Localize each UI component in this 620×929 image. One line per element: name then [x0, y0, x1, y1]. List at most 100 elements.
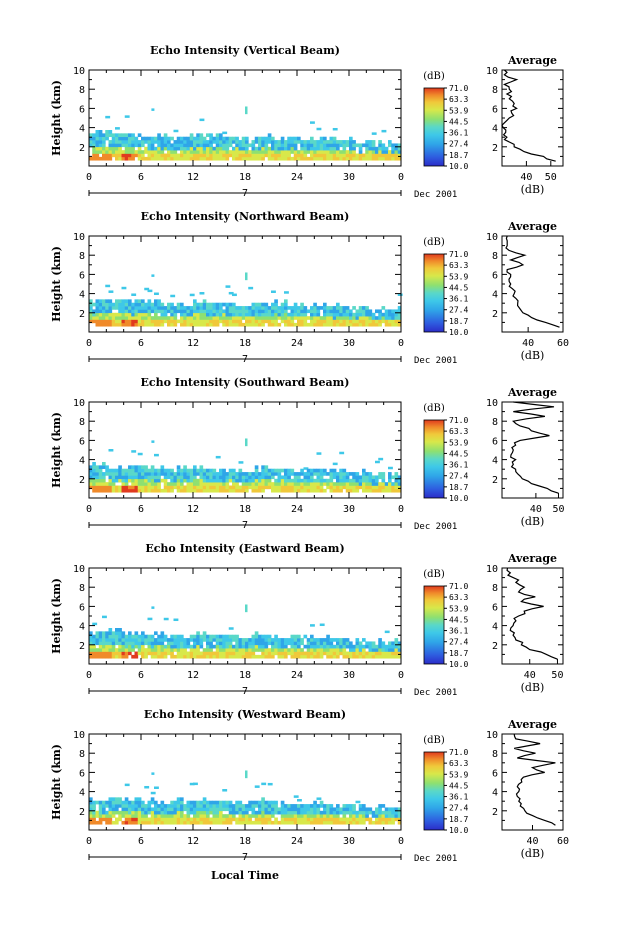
heatmap-cell	[235, 322, 239, 327]
heatmap-cell	[274, 322, 278, 327]
heatmap-cell	[180, 322, 184, 327]
heatmap-cell	[306, 146, 311, 151]
heatmap-cell	[108, 316, 113, 320]
heatmap-cell	[238, 306, 243, 310]
heatmap-cell	[306, 814, 311, 818]
heatmap-cell	[209, 804, 213, 808]
heatmap-cell	[345, 153, 350, 158]
heatmap-cell	[394, 810, 399, 815]
heatmap-cell	[118, 153, 122, 158]
heatmap-cell	[284, 820, 288, 825]
heatmap-cell	[222, 472, 226, 476]
heatmap-cell	[258, 634, 262, 639]
heatmap-cell	[235, 488, 239, 493]
heatmap-cell	[245, 475, 249, 480]
heatmap-cell	[154, 810, 158, 815]
heatmap-cell	[235, 817, 239, 822]
heatmap-cell	[92, 312, 96, 317]
heatmap-cell	[235, 306, 239, 310]
heatmap-cell	[180, 820, 184, 825]
heatmap-cell	[167, 319, 171, 324]
heatmap-cell	[98, 140, 103, 144]
heatmap-cell	[212, 807, 217, 812]
colorbar-tick-label: 71.0	[449, 84, 468, 93]
heatmap-cell	[232, 488, 236, 493]
heatmap-cell	[212, 146, 217, 151]
heatmap-cell	[277, 306, 282, 310]
heatmap-cell	[157, 153, 161, 158]
heatmap-cell	[111, 648, 116, 652]
heatmap-cell	[137, 800, 142, 805]
heatmap-cell	[271, 641, 275, 646]
heatmap-cell	[329, 814, 334, 818]
heatmap-cell	[342, 153, 347, 158]
heatmap-cell	[108, 488, 113, 493]
heatmap-cell	[232, 651, 236, 656]
heatmap-cell	[141, 485, 145, 490]
heatmap-cell	[310, 312, 314, 317]
heatmap-cell	[245, 485, 249, 490]
heatmap-cell	[355, 319, 360, 324]
average-x-tick-label: 50	[551, 670, 563, 681]
heatmap-cell	[280, 644, 285, 649]
heatmap-cell	[280, 488, 285, 493]
heatmap-cell	[225, 800, 230, 805]
heatmap-cell	[115, 475, 119, 480]
heatmap-cell	[313, 810, 317, 815]
heatmap-cell	[202, 488, 207, 493]
heatmap-cell	[183, 136, 187, 141]
heatmap-cell	[202, 143, 207, 148]
heatmap-cell	[267, 140, 272, 144]
heatmap-cell	[206, 316, 210, 320]
heatmap-cell	[339, 153, 343, 158]
heatmap-cell	[397, 316, 402, 320]
heatmap-cell	[212, 472, 217, 476]
heatmap-cell	[131, 488, 135, 493]
heatmap-cell	[124, 648, 129, 652]
heatmap-cell	[297, 638, 301, 642]
heatmap-cell	[215, 814, 220, 818]
heatmap-cell	[193, 807, 197, 812]
heatmap-cell	[232, 302, 236, 307]
heatmap-cell	[323, 644, 327, 649]
heatmap-cell	[391, 807, 395, 812]
heatmap-cell	[342, 322, 347, 327]
heatmap-cell	[267, 146, 272, 151]
heatmap-cell	[254, 475, 259, 480]
heatmap-cell	[368, 488, 373, 493]
heatmap-cell	[323, 638, 327, 642]
heatmap-cell	[362, 810, 366, 815]
heatmap-cell	[183, 804, 187, 808]
heatmap-cell	[319, 810, 324, 815]
heatmap-cell	[326, 651, 330, 656]
heatmap-cell	[391, 654, 395, 659]
heatmap-cell	[219, 807, 223, 812]
heatmap-cell	[303, 478, 308, 483]
heatmap-cell	[131, 465, 135, 470]
heatmap-cell	[176, 468, 181, 473]
heatmap-cell	[173, 475, 178, 480]
heatmap-cell	[105, 644, 109, 649]
heatmap-cell	[329, 136, 334, 141]
y-tick-label: 8	[79, 417, 85, 428]
heatmap-cell	[199, 641, 204, 646]
heatmap-cell	[326, 143, 330, 148]
heatmap-cell	[193, 478, 197, 483]
heatmap-cell	[264, 810, 269, 815]
heatmap-cell	[186, 641, 191, 646]
heatmap-cell	[381, 820, 386, 825]
heatmap-cell	[98, 488, 103, 493]
x-tick-label: 18	[239, 670, 251, 681]
heatmap-cell	[219, 482, 223, 486]
heatmap-cell	[274, 316, 278, 320]
heatmap-cell	[108, 820, 113, 825]
heatmap-cell	[248, 482, 252, 486]
heatmap-cell	[186, 817, 191, 822]
heatmap-cell	[118, 150, 122, 154]
heatmap-cell	[326, 482, 330, 486]
heatmap-cell	[154, 319, 158, 324]
heatmap-cell	[254, 482, 259, 486]
heatmap-cell	[212, 800, 217, 805]
heatmap-cell	[332, 127, 338, 131]
heatmap-cell	[391, 475, 395, 480]
